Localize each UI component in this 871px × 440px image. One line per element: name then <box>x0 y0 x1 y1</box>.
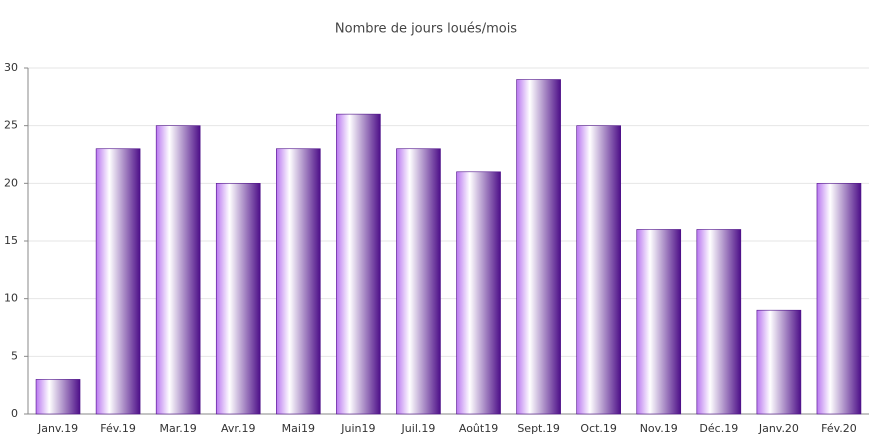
bar <box>95 148 141 415</box>
bar <box>215 183 261 415</box>
bar <box>816 183 862 415</box>
x-tick-label: Mar.19 <box>160 422 197 435</box>
bar <box>636 229 682 415</box>
y-tick-label: 30 <box>4 61 18 74</box>
x-tick-label: Fév.19 <box>100 422 136 435</box>
y-tick-label: 0 <box>11 407 18 420</box>
y-tick-label: 25 <box>4 119 18 132</box>
bar <box>516 79 561 415</box>
x-tick-label: Juil.19 <box>401 422 436 435</box>
x-tick-label: Janv.20 <box>758 422 799 435</box>
y-tick-label: 5 <box>11 349 18 362</box>
y-tick-label: 20 <box>4 176 18 189</box>
bar <box>456 171 501 415</box>
x-tick-label: Mai19 <box>282 422 315 435</box>
x-tick-label: Août19 <box>459 422 498 435</box>
x-tick-label: Déc.19 <box>699 422 738 435</box>
bar <box>396 148 441 415</box>
bar <box>756 309 802 415</box>
x-tick-label: Avr.19 <box>221 422 255 435</box>
bar <box>696 229 742 415</box>
x-tick-label: Sept.19 <box>517 422 560 435</box>
chart-title: Nombre de jours loués/mois <box>335 22 517 37</box>
bar <box>35 379 81 415</box>
x-tick-label: Fév.20 <box>821 422 857 435</box>
bar <box>155 125 201 415</box>
x-tick-label: Juin19 <box>340 422 375 435</box>
bar <box>336 113 381 415</box>
x-tick-label: Oct.19 <box>580 422 617 435</box>
bar <box>576 125 621 415</box>
x-tick-label: Janv.19 <box>37 422 78 435</box>
bar <box>276 148 321 415</box>
x-tick-label: Nov.19 <box>640 422 678 435</box>
y-tick-label: 10 <box>4 292 18 305</box>
y-tick-label: 15 <box>4 234 18 247</box>
